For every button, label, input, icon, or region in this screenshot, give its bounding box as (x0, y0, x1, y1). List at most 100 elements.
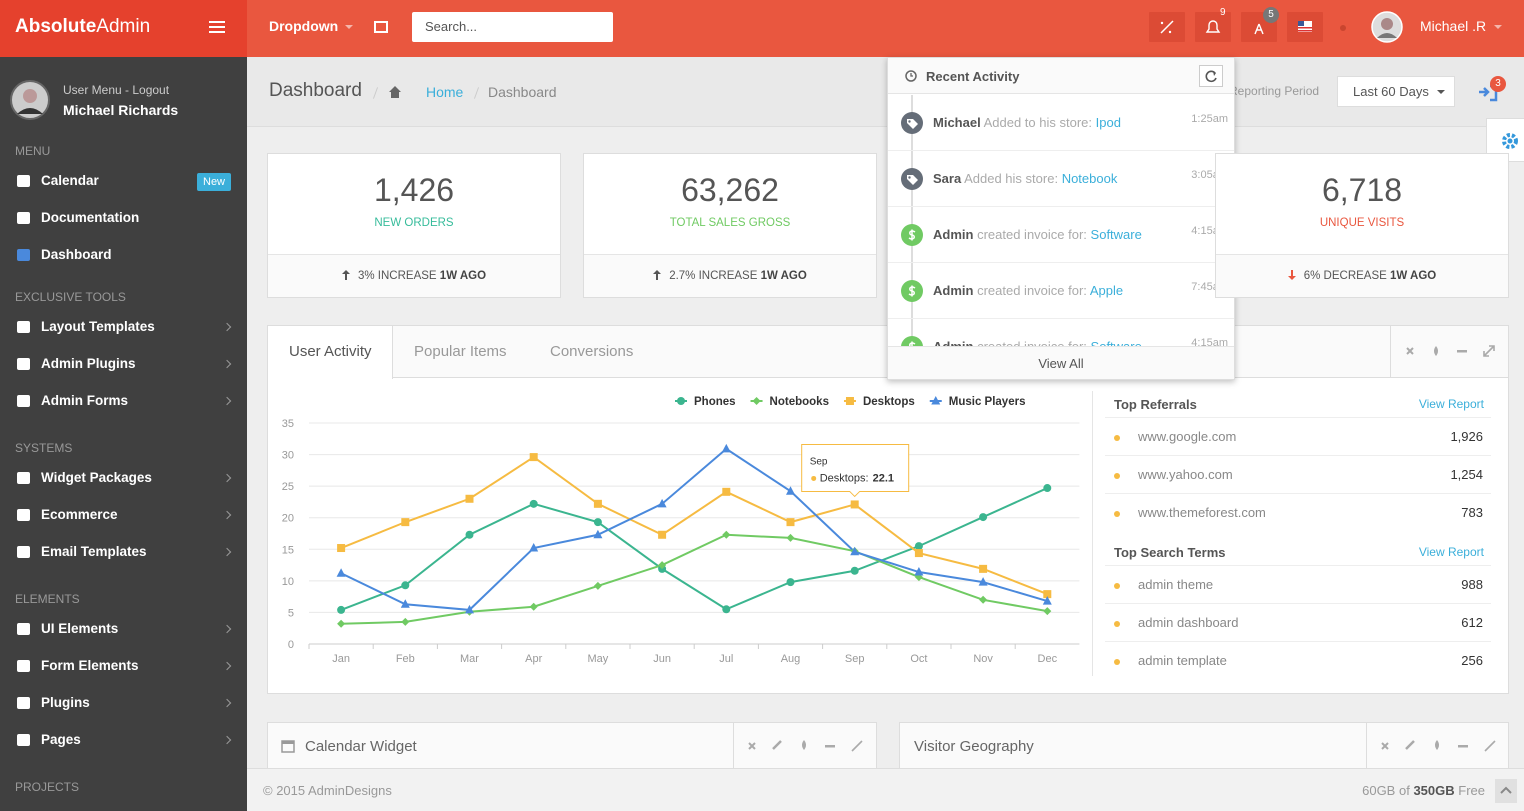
point (401, 617, 410, 626)
nav-label: Admin Forms (41, 393, 129, 408)
divider (1092, 391, 1093, 676)
y-tick-label: 15 (282, 544, 294, 556)
user-menu[interactable]: Michael .R (1420, 18, 1503, 34)
nav-item[interactable]: Admin Forms (0, 383, 247, 419)
nav-item[interactable]: Plugins (0, 685, 247, 721)
legend-marker (931, 396, 941, 405)
activity-item[interactable]: Admin created invoice for: Apple 7:45am (888, 263, 1234, 319)
activity-dropdown: Recent Activity Michael Added to his sto… (887, 57, 1235, 380)
nav-item[interactable]: Documentation (0, 200, 247, 236)
point (914, 542, 923, 551)
section-title: ELEMENTS (15, 592, 80, 606)
search-placeholder: Search... (425, 19, 478, 34)
row-name: admin template (1138, 653, 1227, 668)
activity-item[interactable]: Michael Added to his store: Ipod 1:25am (888, 95, 1234, 151)
point (529, 453, 538, 462)
activity-icon (901, 168, 923, 190)
activity-text: Admin created invoice for: Software (933, 339, 1142, 346)
refresh-button[interactable] (1199, 65, 1223, 87)
point (1043, 590, 1052, 599)
search-box[interactable]: Search... (412, 12, 613, 42)
point (336, 568, 346, 577)
menu-toggle[interactable] (207, 19, 227, 35)
nav-item[interactable]: Form Elements (0, 648, 247, 684)
nav-item[interactable]: Pages (0, 722, 247, 758)
x-tick-label: Oct (910, 653, 927, 665)
row-name: www.google.com (1138, 429, 1237, 444)
notifications-button[interactable] (1195, 12, 1231, 42)
quick-action-button[interactable] (1149, 12, 1185, 42)
home-link[interactable]: Home (426, 84, 464, 100)
legend-item: Notebooks (750, 396, 829, 408)
nav-label: Plugins (41, 695, 90, 710)
activity-target[interactable]: Software (1091, 339, 1142, 346)
legend-item: Phones (675, 396, 736, 408)
tooltip-label: Desktops: (820, 472, 869, 484)
period-select[interactable]: Last 60 Days (1337, 76, 1455, 107)
point (1042, 596, 1052, 605)
brand-bold: Absolute (15, 16, 97, 37)
activity-action: created invoice for: (977, 283, 1087, 298)
point (337, 619, 346, 628)
nav-item[interactable]: Ecommerce (0, 497, 247, 533)
activity-item[interactable]: Admin created invoice for: Software4:15a… (888, 319, 1234, 346)
row-name: admin theme (1138, 577, 1214, 592)
current-crumb: Dashboard (488, 84, 557, 100)
activity-target[interactable]: Notebook (1061, 171, 1118, 186)
activity-icon (901, 336, 923, 346)
scroll-top-button[interactable] (1495, 779, 1517, 803)
chevron (222, 698, 232, 708)
point (593, 529, 603, 539)
series-line (340, 447, 1048, 611)
stat-footer: 3% INCREASE 1W AGO (268, 254, 560, 297)
activity-target[interactable]: Apple (1089, 283, 1124, 298)
list-title: Top Referrals (1114, 397, 1197, 412)
dropdown-menu[interactable]: Dropdown (269, 18, 354, 34)
activity-icon (901, 280, 923, 302)
section-title: SYSTEMS (15, 441, 73, 455)
tab[interactable]: User Activity (268, 326, 393, 379)
sidebar-user-name: Michael Richards (63, 102, 179, 118)
panel-control-icons[interactable] (1391, 326, 1509, 378)
activity-panel: User Activity Popular Items Conversions 0 5… (267, 325, 1509, 694)
point (786, 518, 795, 527)
period-value: Last 60 Days (1353, 84, 1429, 99)
nav-item[interactable]: Email Templates (0, 534, 247, 570)
legend-item: Music Players (929, 396, 1025, 408)
tab[interactable]: Popular Items (414, 343, 507, 360)
language-button[interactable] (1287, 12, 1323, 42)
x-tick-label: Sep (845, 653, 865, 665)
view-all[interactable]: View All (888, 346, 1234, 379)
widget-controls (733, 723, 876, 769)
list-row: www.themeforest.com 783 (1105, 493, 1491, 531)
widget-control-icons[interactable] (734, 723, 877, 769)
list-link[interactable]: View Report (1418, 545, 1484, 559)
activity-icon (901, 112, 923, 134)
nav-item[interactable]: Admin Plugins (0, 346, 247, 382)
activity-item[interactable]: Sara Added his store: Notebook 3:05am (888, 151, 1234, 207)
nav-icon (17, 509, 30, 521)
activity-text: Admin created invoice for: Apple (933, 283, 1123, 298)
widget-control-icons[interactable] (1367, 723, 1509, 769)
activity-target[interactable]: Software (1090, 227, 1142, 242)
nav-item[interactable]: Layout Templates (0, 309, 247, 345)
activity-target[interactable]: Ipod (1095, 115, 1121, 130)
status-dot (1340, 25, 1346, 31)
fullscreen-button[interactable] (372, 18, 390, 36)
nav-item[interactable]: Calendar New (0, 163, 247, 199)
user-avatar[interactable] (1371, 11, 1403, 43)
nav-item[interactable]: UI Elements (0, 611, 247, 647)
activity-action: created invoice for: (977, 227, 1087, 242)
nav-item[interactable]: Dashboard (0, 237, 247, 273)
point (465, 530, 474, 539)
point (850, 546, 860, 556)
nav-item[interactable]: Widget Packages (0, 460, 247, 496)
list-link[interactable]: View Report (1418, 397, 1484, 411)
home-icon[interactable] (388, 85, 402, 99)
brand[interactable]: AbsoluteAdmin (0, 0, 247, 57)
stat-period: 1W AGO (1390, 270, 1437, 282)
user-menu-link[interactable]: User Menu - Logout (63, 83, 170, 97)
bullet (1114, 473, 1120, 479)
tab[interactable]: Conversions (550, 343, 634, 360)
